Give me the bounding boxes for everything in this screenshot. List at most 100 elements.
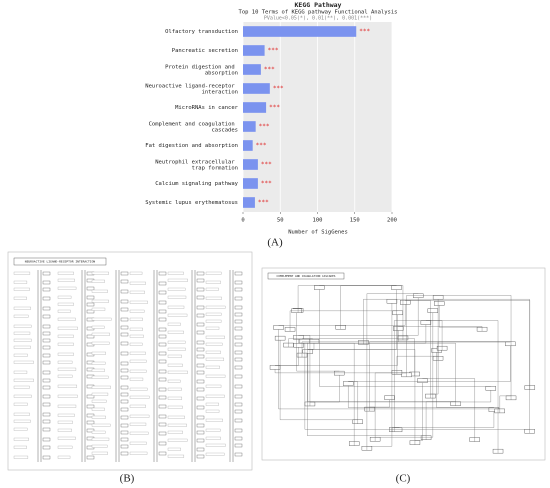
node bbox=[167, 305, 185, 309]
gene-box bbox=[158, 431, 167, 436]
gene-box bbox=[42, 306, 51, 311]
gene-box bbox=[391, 427, 403, 433]
gene-box bbox=[299, 338, 311, 344]
node bbox=[129, 387, 148, 391]
gene-box bbox=[86, 394, 95, 399]
gene-box bbox=[42, 345, 51, 350]
edge bbox=[369, 399, 390, 408]
gene-box bbox=[120, 375, 129, 380]
node bbox=[57, 309, 71, 313]
node bbox=[91, 444, 108, 448]
node bbox=[167, 295, 187, 299]
diagram-body bbox=[269, 285, 536, 454]
node bbox=[167, 405, 183, 409]
gene-box bbox=[427, 308, 439, 313]
node bbox=[129, 422, 147, 426]
node bbox=[205, 319, 222, 323]
gene-box bbox=[120, 307, 129, 312]
gene-box bbox=[400, 300, 411, 305]
gene-box bbox=[234, 357, 243, 362]
gene-box bbox=[196, 295, 205, 300]
node bbox=[167, 330, 184, 334]
gene-box bbox=[392, 310, 403, 316]
gene-box bbox=[158, 351, 167, 356]
edge bbox=[275, 314, 398, 366]
gene-box bbox=[42, 437, 51, 442]
edge bbox=[366, 303, 393, 447]
edge bbox=[405, 300, 431, 399]
gene-box bbox=[334, 370, 345, 376]
diagram-title-box bbox=[13, 257, 107, 266]
gene-box bbox=[196, 313, 205, 318]
gene-box bbox=[42, 331, 51, 336]
node bbox=[57, 455, 71, 459]
node bbox=[129, 342, 143, 346]
edge bbox=[375, 312, 433, 438]
gene-box bbox=[158, 359, 167, 364]
gene-box bbox=[234, 384, 243, 389]
edge bbox=[278, 304, 406, 326]
node bbox=[13, 378, 34, 382]
gene-box bbox=[196, 305, 205, 310]
node bbox=[205, 409, 220, 413]
node bbox=[57, 360, 73, 364]
gene-box bbox=[42, 385, 51, 390]
gene-box bbox=[196, 405, 205, 410]
node bbox=[205, 342, 223, 346]
node bbox=[91, 325, 105, 329]
diagram-body bbox=[13, 270, 243, 462]
gene-box bbox=[196, 340, 205, 345]
gene-box bbox=[158, 441, 167, 446]
gene-box bbox=[42, 370, 51, 375]
node bbox=[205, 436, 221, 440]
node bbox=[57, 334, 74, 338]
gene-box bbox=[234, 319, 243, 324]
gene-box bbox=[196, 322, 205, 327]
node bbox=[205, 287, 219, 291]
gene-box bbox=[120, 289, 129, 294]
edge bbox=[307, 342, 427, 436]
gene-box bbox=[234, 312, 243, 317]
node bbox=[91, 368, 105, 372]
gene-box bbox=[120, 341, 129, 346]
gene-box bbox=[196, 370, 205, 375]
node bbox=[205, 326, 220, 330]
gene-box bbox=[196, 415, 205, 420]
gene-box bbox=[234, 402, 243, 407]
node bbox=[13, 306, 31, 310]
edge bbox=[406, 295, 439, 377]
node bbox=[205, 374, 226, 378]
gene-box bbox=[86, 309, 95, 314]
gene-box bbox=[432, 295, 444, 300]
node bbox=[13, 445, 27, 449]
gene-box bbox=[42, 412, 51, 417]
node bbox=[129, 404, 146, 408]
gene-box bbox=[234, 394, 243, 399]
node bbox=[91, 307, 106, 311]
gene-box bbox=[158, 317, 167, 322]
gene-box bbox=[234, 436, 243, 441]
gene-box bbox=[384, 395, 395, 400]
gene-box bbox=[42, 419, 51, 424]
node bbox=[167, 379, 181, 383]
bar bbox=[243, 121, 256, 132]
node bbox=[129, 290, 145, 294]
diagram-title: COMPLEMENT AND COAGULATION CASCADES bbox=[277, 274, 336, 278]
node bbox=[57, 326, 78, 330]
node bbox=[13, 324, 32, 328]
diagram-title: NEUROACTIVE LIGAND-RECEPTOR INTERACTION bbox=[25, 260, 96, 264]
node bbox=[167, 354, 182, 358]
gene-box bbox=[196, 278, 205, 283]
node bbox=[91, 341, 110, 345]
node bbox=[13, 353, 28, 357]
node bbox=[129, 451, 148, 455]
gene-box bbox=[120, 407, 129, 412]
node bbox=[91, 279, 105, 283]
gene-box bbox=[293, 343, 304, 348]
gene-box bbox=[386, 299, 398, 304]
node bbox=[167, 363, 183, 367]
significance-label: *** bbox=[261, 180, 272, 187]
node bbox=[129, 351, 146, 355]
gene-box bbox=[42, 280, 51, 285]
node bbox=[205, 443, 226, 447]
